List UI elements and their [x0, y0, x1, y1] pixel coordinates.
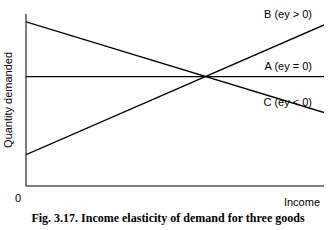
svg-text:Quantity demanded: Quantity demanded: [8, 52, 14, 148]
svg-text:C (ey < 0): C (ey < 0): [263, 96, 312, 108]
svg-text:B (ey > 0): B (ey > 0): [264, 8, 312, 20]
html-text:Fig. 3.17. Income elasticity o: Fig. 3.17. Income elasticity of demand f…: [31, 211, 305, 225]
svg-text:Income: Income: [284, 196, 320, 208]
svg-text:0: 0: [15, 192, 21, 204]
svg-text:A (ey = 0): A (ey = 0): [265, 60, 312, 72]
